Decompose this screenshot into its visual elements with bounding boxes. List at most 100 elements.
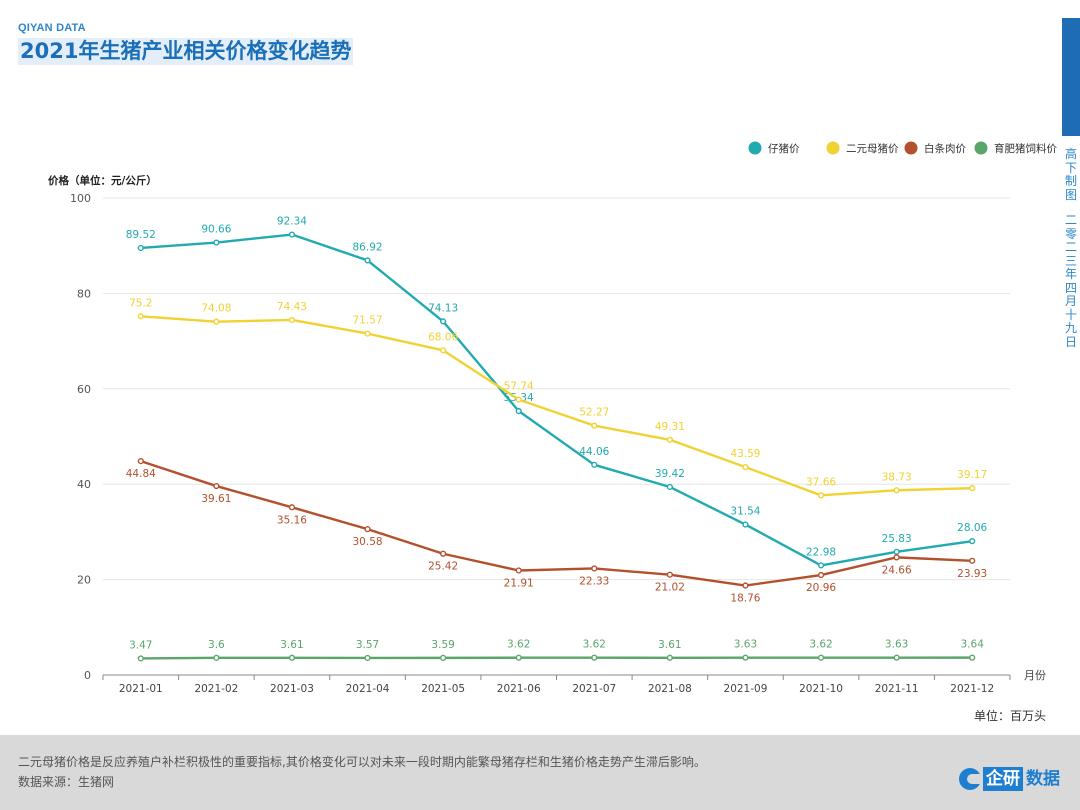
- data-point: [137, 313, 144, 320]
- data-label: 57.74: [504, 381, 534, 393]
- legend-label: 二元母猪价: [846, 143, 899, 155]
- data-label: 3.63: [885, 639, 908, 651]
- data-label: 39.17: [957, 469, 987, 481]
- x-tick-label: 2021-09: [724, 683, 768, 695]
- x-tick-label: 2021-11: [875, 683, 919, 695]
- series-line-0: [140, 233, 973, 567]
- side-caption-date: 二零二三年四月十九日: [1064, 213, 1077, 349]
- data-point: [137, 244, 144, 252]
- data-label: 75.2: [129, 297, 152, 309]
- data-label: 86.92: [353, 241, 383, 253]
- data-label: 38.73: [882, 471, 912, 483]
- data-point: [666, 654, 673, 661]
- side-accent-bar: [1062, 18, 1080, 136]
- data-label: 44.06: [579, 446, 609, 458]
- data-point: [742, 582, 749, 589]
- legend-label: 白条肉价: [924, 142, 966, 155]
- data-label: 22.98: [806, 546, 836, 558]
- data-point: [742, 463, 749, 471]
- data-point: [893, 554, 900, 561]
- data-point: [515, 654, 522, 661]
- data-label: 20.96: [806, 582, 836, 594]
- data-label: 89.52: [126, 229, 156, 241]
- data-label: 74.43: [277, 301, 307, 313]
- data-label: 3.6: [208, 639, 225, 651]
- data-point: [742, 521, 749, 528]
- data-point: [817, 562, 825, 569]
- data-point: [440, 318, 447, 325]
- data-point: [591, 422, 598, 429]
- x-tick-label: 2021-03: [270, 683, 314, 695]
- data-label: 3.62: [507, 639, 530, 651]
- line-chart: 0 20 40 60 80 100 2021-01 2021-02 2021-03 2021-04…: [48, 141, 1057, 695]
- x-tick-label: 2021-07: [572, 683, 616, 695]
- x-axis-title: 月份: [1024, 669, 1046, 682]
- data-point: [364, 330, 371, 337]
- legend-marker: [904, 141, 918, 155]
- data-point: [666, 571, 673, 578]
- data-label: 43.59: [730, 448, 760, 460]
- data-label: 92.34: [277, 216, 307, 228]
- data-point: [515, 407, 522, 415]
- data-point: [213, 318, 220, 325]
- data-point: [893, 548, 900, 555]
- legend-label: 育肥猪饲料价: [994, 142, 1057, 155]
- data-point: [288, 316, 296, 324]
- data-label: 49.31: [655, 421, 685, 433]
- data-point: [893, 654, 900, 661]
- x-tick-label: 2021-06: [497, 683, 541, 695]
- data-label: 68.06: [428, 331, 458, 343]
- data-point: [137, 655, 144, 662]
- data-source: 数据来源：生猪网: [18, 775, 115, 789]
- data-point: [515, 396, 522, 403]
- y-tick-label: 40: [77, 478, 91, 491]
- logo: 企研 数据: [959, 765, 1060, 793]
- data-point: [969, 557, 976, 564]
- data-label: 28.06: [957, 522, 987, 534]
- brand-label: QIYAN DATA: [18, 22, 86, 34]
- data-label: 3.47: [129, 639, 152, 651]
- logo-text: 数据: [1026, 769, 1060, 789]
- footer-note: 二元母猪价格是反应养殖户补栏积极性的重要指标,其价格变化可以对未来一段时期内能繁…: [18, 755, 706, 769]
- data-label: 30.58: [353, 536, 383, 548]
- data-point: [591, 461, 598, 468]
- y-axis-title: 价格（单位：元/公斤）: [48, 174, 157, 187]
- data-label: 23.93: [957, 568, 987, 580]
- data-point: [969, 654, 976, 661]
- x-tick-label: 2021-04: [346, 683, 390, 695]
- x-tick-label: 2021-01: [119, 683, 163, 695]
- data-label: 71.57: [353, 315, 383, 327]
- data-point: [213, 239, 220, 246]
- data-label: 3.62: [809, 639, 832, 651]
- data-label: 21.02: [655, 582, 685, 594]
- data-point: [364, 654, 371, 662]
- y-tick-label: 80: [77, 287, 91, 300]
- data-point: [666, 483, 673, 491]
- data-point: [288, 231, 296, 238]
- data-label: 74.13: [428, 302, 458, 314]
- data-point: [817, 654, 825, 661]
- data-point: [440, 654, 447, 661]
- data-label: 31.54: [730, 506, 760, 518]
- data-point: [288, 504, 296, 511]
- data-point: [440, 550, 447, 557]
- data-label: 21.91: [504, 577, 534, 589]
- y-tick-label: 100: [70, 192, 91, 205]
- side-caption: 高下制图 二零二三年四月十九日: [1064, 147, 1078, 349]
- data-label: 25.42: [428, 561, 458, 573]
- data-label: 24.66: [882, 564, 912, 576]
- x-tick-label: 2021-02: [194, 683, 238, 695]
- data-label: 3.61: [280, 639, 303, 651]
- page-title: 2021年生猪产业相关价格变化趋势: [18, 38, 354, 65]
- data-point: [742, 654, 749, 661]
- data-label: 39.61: [201, 493, 231, 505]
- data-label: 52.27: [579, 407, 609, 419]
- data-point: [288, 654, 296, 661]
- logo-c-icon: [959, 768, 981, 790]
- data-point: [591, 565, 598, 572]
- x-tick-label: 2021-08: [648, 683, 692, 695]
- data-point: [440, 347, 447, 354]
- data-label: 90.66: [201, 224, 231, 236]
- data-point: [969, 485, 976, 492]
- data-label: 3.64: [961, 639, 985, 651]
